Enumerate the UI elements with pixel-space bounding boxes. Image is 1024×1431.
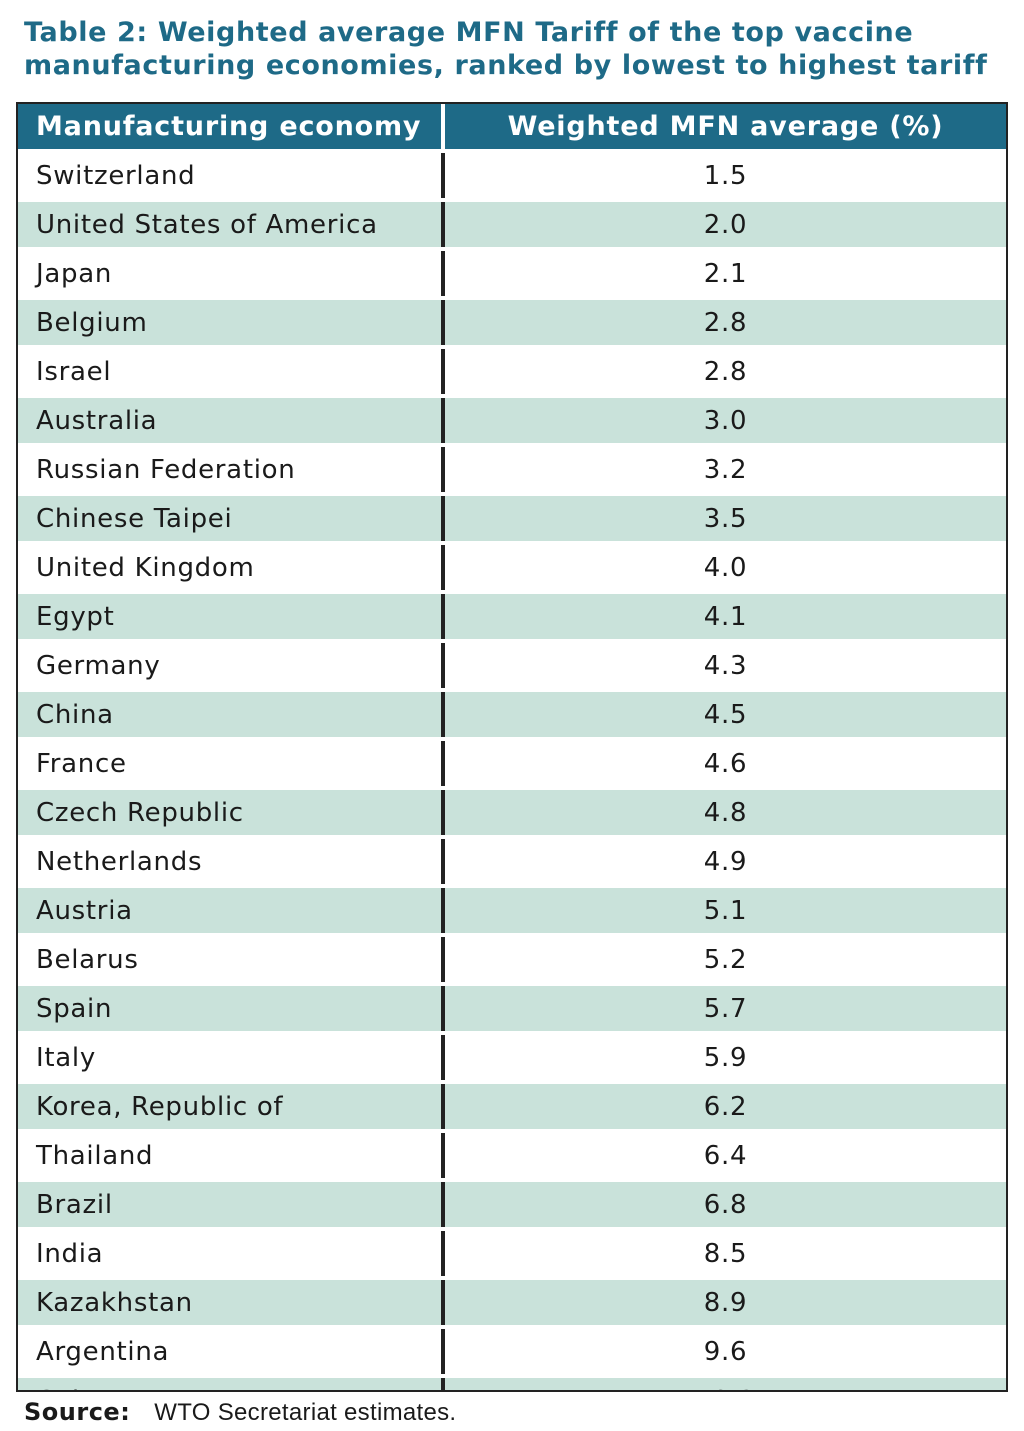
cell-economy: Russian Federation: [18, 445, 445, 496]
table-body: Switzerland 1.5 United States of America 2.…: [18, 151, 1006, 1390]
table-row: Thailand 6.4: [18, 1131, 1006, 1182]
cell-economy: Czech Republic: [18, 788, 445, 839]
table-row: Japan 2.1: [18, 249, 1006, 300]
cell-mfn-average: 9.6: [443, 1327, 1006, 1378]
cell-economy: Italy: [18, 1033, 445, 1084]
table-row: Brazil 6.8: [18, 1180, 1006, 1231]
source-note: Source: WTO Secretariat estimates.: [24, 1397, 456, 1428]
cell-mfn-average: 5.7: [443, 984, 1006, 1035]
cell-economy: Austria: [18, 886, 445, 937]
cell-economy: Thailand: [18, 1131, 445, 1182]
header-weighted-mfn-average: Weighted MFN average (%): [443, 104, 1006, 153]
table-row: Egypt 4.1: [18, 592, 1006, 643]
cell-mfn-average: 1.5: [443, 151, 1006, 202]
cell-mfn-average: 4.6: [443, 739, 1006, 790]
table-row: Australia 3.0: [18, 396, 1006, 447]
table-row: Germany 4.3: [18, 641, 1006, 692]
cell-mfn-average: 6.4: [443, 1131, 1006, 1182]
cell-mfn-average: 4.1: [443, 592, 1006, 643]
table-row: Russian Federation 3.2: [18, 445, 1006, 496]
cell-mfn-average: 4.9: [443, 837, 1006, 888]
table-row: Austria 5.1: [18, 886, 1006, 937]
cell-mfn-average: 2.1: [443, 249, 1006, 300]
cell-economy: Belarus: [18, 935, 445, 986]
cell-economy: India: [18, 1229, 445, 1280]
cell-mfn-average: 5.2: [443, 935, 1006, 986]
table-row: Cuba10.3: [18, 1376, 1006, 1390]
table-row: Belarus 5.2: [18, 935, 1006, 986]
cell-mfn-average: 2.8: [443, 347, 1006, 398]
table-row: Chinese Taipei 3.5: [18, 494, 1006, 545]
cell-economy: Japan: [18, 249, 445, 300]
cell-economy: Brazil: [18, 1180, 445, 1231]
cell-mfn-average: 4.8: [443, 788, 1006, 839]
table-row: Czech Republic 4.8: [18, 788, 1006, 839]
cell-mfn-average: 8.5: [443, 1229, 1006, 1280]
table-row: United States of America 2.0: [18, 200, 1006, 251]
cell-economy: United Kingdom: [18, 543, 445, 594]
cell-economy: United States of America: [18, 200, 445, 251]
cell-economy: Israel: [18, 347, 445, 398]
table-row: India 8.5: [18, 1229, 1006, 1280]
table-row: Kazakhstan 8.9: [18, 1278, 1006, 1329]
table-row: Argentina 9.6: [18, 1327, 1006, 1378]
cell-mfn-average: 4.3: [443, 641, 1006, 692]
header-economy: Manufacturing economy: [18, 104, 445, 153]
cell-economy: Australia: [18, 396, 445, 447]
table-row: Netherlands 4.9: [18, 837, 1006, 888]
cell-economy: Kazakhstan: [18, 1278, 445, 1329]
cell-economy: Belgium: [18, 298, 445, 349]
tariff-table: Manufacturing economy Weighted MFN avera…: [16, 102, 1008, 1392]
cell-economy: France: [18, 739, 445, 790]
cell-mfn-average: 5.1: [443, 886, 1006, 937]
table-header-row: Manufacturing economy Weighted MFN avera…: [18, 104, 1006, 153]
cell-economy: Spain: [18, 984, 445, 1035]
cell-economy: Switzerland: [18, 151, 445, 202]
cell-economy: Chinese Taipei: [18, 494, 445, 545]
table-row: United Kingdom 4.0: [18, 543, 1006, 594]
source-label: Source:: [24, 1398, 131, 1426]
cell-mfn-average: 2.8: [443, 298, 1006, 349]
source-text: WTO Secretariat estimates.: [154, 1399, 457, 1426]
cell-economy: Argentina: [18, 1327, 445, 1378]
cell-economy: Netherlands: [18, 837, 445, 888]
table-row: China 4.5: [18, 690, 1006, 741]
cell-economy: Egypt: [18, 592, 445, 643]
table-title: Table 2: Weighted average MFN Tariff of …: [24, 17, 988, 81]
cell-economy: China: [18, 690, 445, 741]
cell-mfn-average: 3.5: [443, 494, 1006, 545]
cell-economy: Korea, Republic of: [18, 1082, 445, 1133]
cell-mfn-average: 10.3: [443, 1376, 1006, 1390]
table-row: Belgium 2.8: [18, 298, 1006, 349]
table-row: France 4.6: [18, 739, 1006, 790]
cell-mfn-average: 6.8: [443, 1180, 1006, 1231]
cell-economy: Cuba: [18, 1376, 445, 1390]
cell-mfn-average: 5.9: [443, 1033, 1006, 1084]
table-row: Korea, Republic of 6.2: [18, 1082, 1006, 1133]
table-row: Spain 5.7: [18, 984, 1006, 1035]
table-row: Israel 2.8: [18, 347, 1006, 398]
cell-mfn-average: 6.2: [443, 1082, 1006, 1133]
cell-mfn-average: 3.0: [443, 396, 1006, 447]
cell-mfn-average: 4.0: [443, 543, 1006, 594]
cell-mfn-average: 3.2: [443, 445, 1006, 496]
cell-mfn-average: 8.9: [443, 1278, 1006, 1329]
table-row: Italy 5.9: [18, 1033, 1006, 1084]
cell-mfn-average: 2.0: [443, 200, 1006, 251]
cell-economy: Germany: [18, 641, 445, 692]
table-row: Switzerland 1.5: [18, 151, 1006, 202]
cell-mfn-average: 4.5: [443, 690, 1006, 741]
